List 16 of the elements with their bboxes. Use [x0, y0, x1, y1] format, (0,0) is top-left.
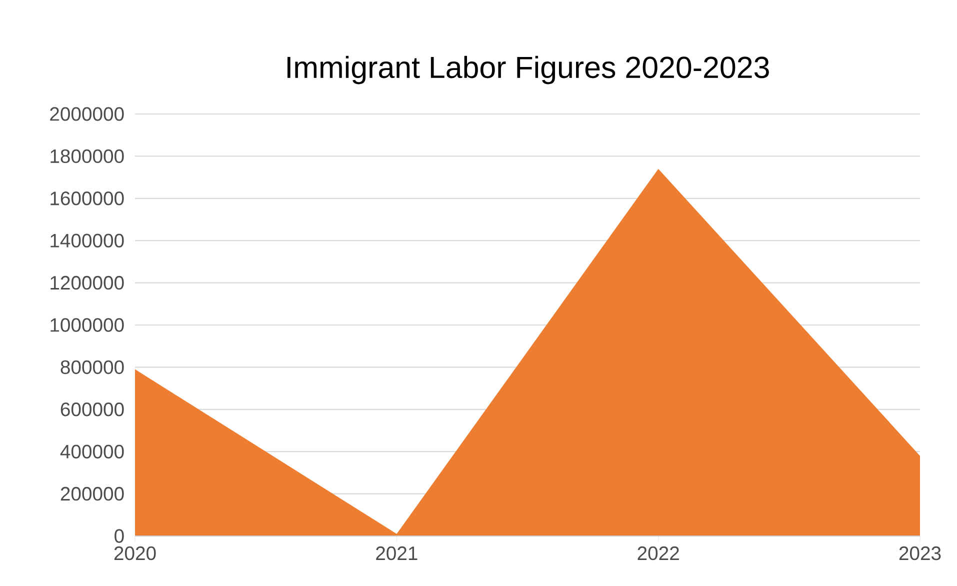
x-tick-label: 2021: [376, 546, 418, 560]
y-tick-label: 800000: [60, 360, 124, 374]
y-tick-label: 1800000: [50, 149, 124, 164]
y-tick-label: 600000: [60, 402, 124, 416]
x-tick-label: 2022: [638, 546, 679, 560]
y-tick-label: 200000: [60, 486, 124, 501]
y-tick-label: 1600000: [50, 192, 124, 206]
chart-title: Immigrant Labor Figures 2020-2023: [287, 56, 769, 84]
y-tick-label: 0: [114, 529, 124, 543]
y-tick-label: 2000000: [50, 107, 124, 121]
y-tick-label: 1200000: [50, 276, 124, 290]
y-tick-label: 1000000: [50, 318, 124, 332]
x-tick-label: 2023: [899, 546, 941, 560]
y-tick-label: 400000: [60, 444, 124, 458]
x-tick-label: 2020: [114, 546, 156, 560]
y-tick-label: 1400000: [50, 234, 124, 248]
